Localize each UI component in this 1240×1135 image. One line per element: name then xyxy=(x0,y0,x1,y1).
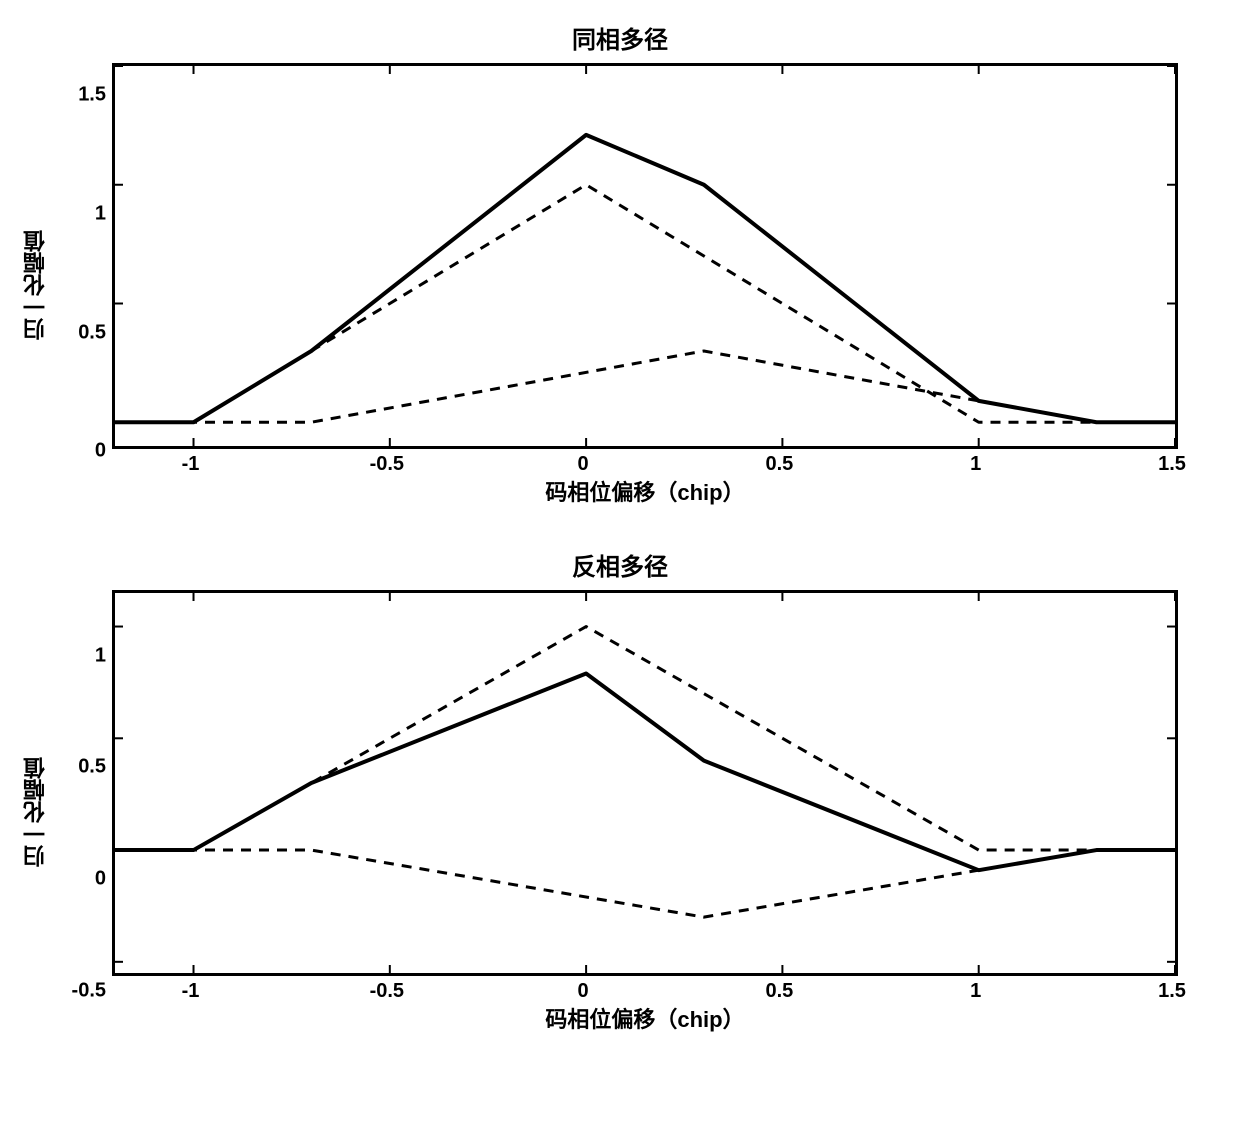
chart-top-ylabel: 归一化幅值 xyxy=(20,230,52,340)
series-combined-solid xyxy=(115,673,1175,870)
chart-top-plot xyxy=(112,63,1178,449)
figure: 同相多径 归一化幅值 0 0.5 1 1.5 -1 -0.5 0 0.5 1 1.5 码相位偏移… xyxy=(20,20,1220,1034)
xtick-label: 1 xyxy=(970,453,981,476)
chart-bottom-yticks: -0.5 0 0.5 1 xyxy=(62,622,112,1002)
chart-top-xticks: -1-0.500.511.5 xyxy=(112,449,1172,473)
ytick-label: 0.5 xyxy=(78,756,106,779)
xtick-label: 0.5 xyxy=(766,453,794,476)
ytick-label: 1.5 xyxy=(78,84,106,107)
xtick-label: -0.5 xyxy=(370,453,404,476)
ytick-label: 1 xyxy=(95,202,106,225)
series-multipath-dashed xyxy=(115,351,1175,422)
chart-top-xlabel: 码相位偏移（chip） xyxy=(112,475,1178,507)
chart-top: 同相多径 归一化幅值 0 0.5 1 1.5 -1 -0.5 0 0.5 1 1.5 码相位偏移… xyxy=(20,20,1220,507)
ytick-label: 0 xyxy=(95,868,106,891)
chart-bottom-title: 反相多径 xyxy=(20,547,1220,582)
chart-bottom-xticks: -1-0.500.511.5 xyxy=(112,976,1172,1000)
series-direct-dashed xyxy=(115,185,1175,423)
chart-bottom-plot xyxy=(112,590,1178,976)
xtick-label: 0.5 xyxy=(766,980,794,1003)
ytick-label: 0.5 xyxy=(78,321,106,344)
chart-top-yticks: 00.511.5 xyxy=(62,95,112,475)
series-multipath-neg-dashed xyxy=(115,850,1175,917)
chart-top-title: 同相多径 xyxy=(20,20,1220,55)
xtick-label: 1 xyxy=(970,980,981,1003)
xtick-label: -0.5 xyxy=(370,980,404,1003)
xtick-label: 0 xyxy=(578,980,589,1003)
xtick-label: 1.5 xyxy=(1158,453,1186,476)
xtick-label: 1.5 xyxy=(1158,980,1186,1003)
ytick-label: -0.5 xyxy=(72,979,106,1002)
chart-bottom-xlabel: 码相位偏移（chip） xyxy=(112,1002,1178,1034)
xtick-label: 0 xyxy=(578,453,589,476)
xtick-label: -1 xyxy=(182,980,200,1003)
series-combined-solid xyxy=(115,135,1175,422)
ytick-label: 0 xyxy=(95,440,106,463)
xtick-label: -1 xyxy=(182,453,200,476)
chart-bottom: 反相多径 归一化幅值 -0.5 0 0.5 1 -1 -0.5 0 0.5 1 1.5 码相位偏… xyxy=(20,547,1220,1034)
ytick-label: 1 xyxy=(95,644,106,667)
series-direct-dashed xyxy=(115,627,1175,851)
chart-bottom-ylabel: 归一化幅值 xyxy=(20,757,52,867)
